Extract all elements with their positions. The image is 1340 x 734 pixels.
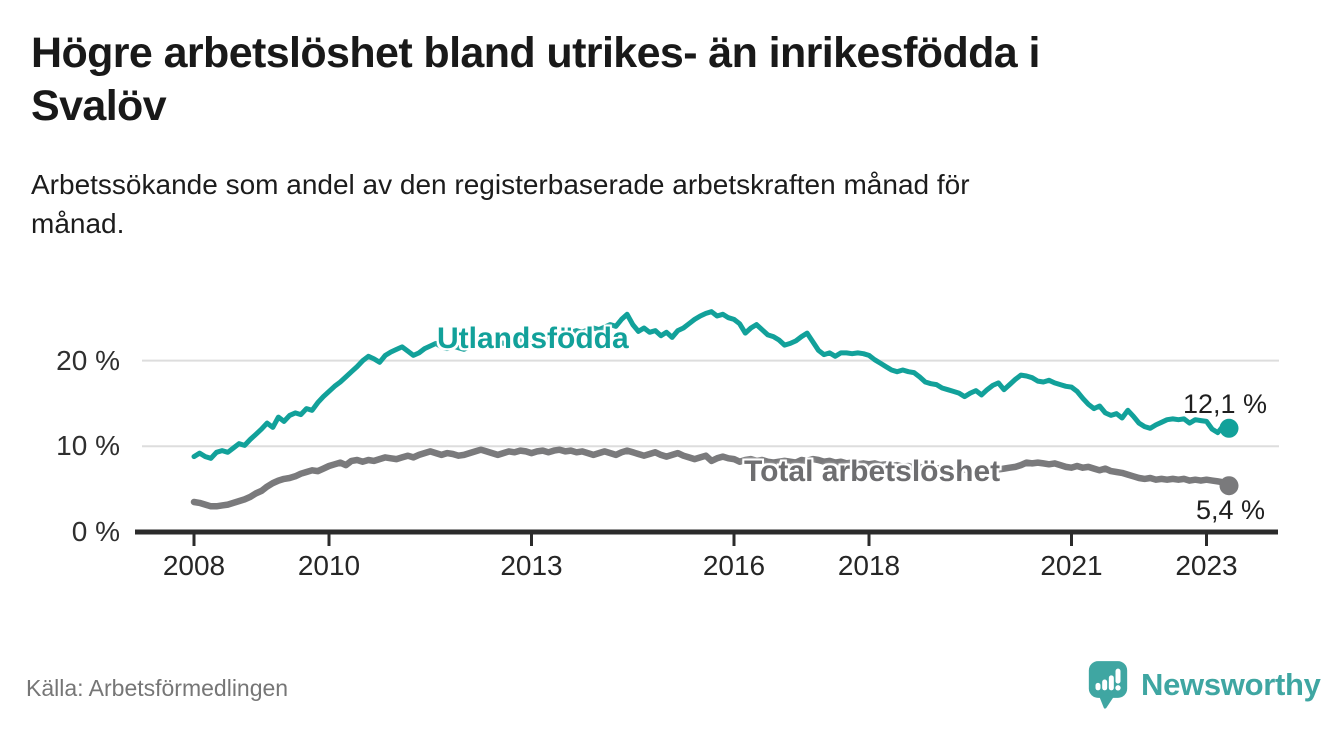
x-tick-label: 2021 bbox=[1040, 550, 1103, 581]
y-tick-label: 20 % bbox=[56, 344, 120, 376]
page-title: Högre arbetslöshet bland utrikes- än inr… bbox=[31, 27, 1301, 133]
x-tick-label: 2013 bbox=[500, 550, 563, 581]
newsworthy-wordmark: Newsworthy bbox=[1141, 666, 1321, 702]
end-value-label-total: 5,4 % bbox=[1196, 495, 1266, 525]
source-note: Källa: Arbetsförmedlingen bbox=[26, 675, 289, 701]
x-tick-label: 2010 bbox=[297, 550, 361, 581]
y-tick-label: 10 % bbox=[56, 430, 120, 462]
page-title-line-2: Svalöv bbox=[31, 82, 167, 130]
page-subtitle-line-2: månad. bbox=[31, 208, 125, 239]
page-subtitle: Arbetssökande som andel av den registerb… bbox=[31, 165, 1271, 243]
x-tick-label: 2018 bbox=[837, 550, 901, 581]
end-value-label-utlandsfodda: 12,1 % bbox=[1183, 389, 1268, 419]
x-tick-label: 2008 bbox=[162, 550, 226, 581]
page-subtitle-line-1: Arbetssökande som andel av den registerb… bbox=[31, 169, 970, 200]
series-label-utlandsfodda: Utlandsfödda bbox=[437, 322, 629, 355]
x-tick-label: 2023 bbox=[1175, 550, 1238, 581]
series-lines bbox=[190, 309, 1233, 510]
series-label-total-arbetsloshet: Total arbetslöshet bbox=[744, 455, 1001, 488]
newsworthy-logo: Newsworthy bbox=[1088, 660, 1321, 709]
x-tick-label: 2016 bbox=[702, 550, 766, 581]
page-title-line-1: Högre arbetslöshet bland utrikes- än inr… bbox=[31, 29, 1040, 77]
x-axis bbox=[135, 529, 1278, 546]
newsworthy-speech-bubble-bar-chart-icon bbox=[1088, 661, 1128, 709]
end-dots bbox=[1219, 418, 1239, 496]
gridlines bbox=[142, 359, 1279, 448]
y-tick-label: 0 % bbox=[71, 516, 120, 547]
